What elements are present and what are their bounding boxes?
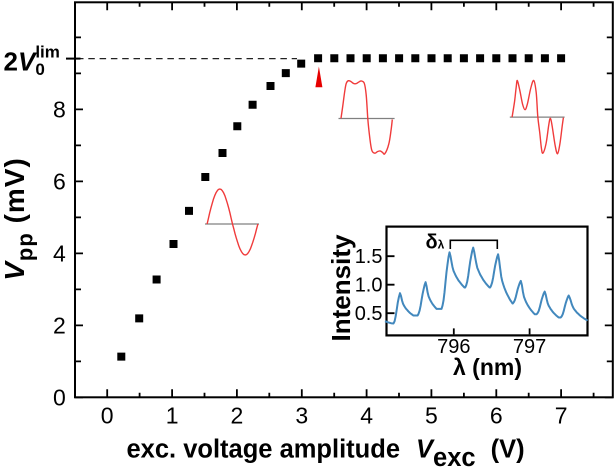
svg-text:2: 2	[53, 312, 66, 338]
svg-text:2: 2	[231, 403, 244, 429]
svg-text:Intensity: Intensity	[326, 234, 356, 341]
svg-text:797: 797	[513, 336, 546, 358]
svg-text:4: 4	[53, 240, 66, 266]
svg-text:0: 0	[53, 384, 66, 410]
svg-text:7: 7	[555, 403, 568, 429]
svg-text:8: 8	[53, 96, 66, 122]
svg-text:δλ: δλ	[426, 232, 445, 254]
svg-text:0.5: 0.5	[355, 303, 383, 325]
svg-text:6: 6	[490, 403, 503, 429]
svg-text:5: 5	[425, 403, 438, 429]
svg-text:λ (nm): λ (nm)	[453, 354, 522, 380]
svg-text:0: 0	[101, 403, 114, 429]
svg-text:6: 6	[53, 168, 66, 194]
svg-text:1.0: 1.0	[355, 275, 383, 297]
svg-text:4: 4	[360, 403, 373, 429]
svg-text:3: 3	[295, 403, 308, 429]
svg-text:796: 796	[437, 336, 470, 358]
svg-text:Vpp (mV): Vpp (mV)	[0, 157, 38, 281]
svg-text:1.5: 1.5	[355, 246, 383, 268]
svg-text:1: 1	[166, 403, 179, 429]
